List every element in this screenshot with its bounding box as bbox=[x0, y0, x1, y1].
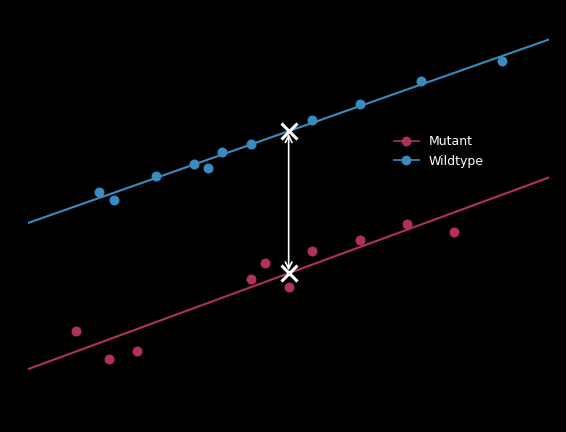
Point bbox=[260, 260, 269, 267]
Point bbox=[104, 355, 113, 362]
Point bbox=[190, 161, 199, 168]
Point bbox=[355, 236, 364, 243]
Point bbox=[450, 228, 459, 235]
Point bbox=[417, 77, 426, 84]
Point bbox=[402, 220, 411, 227]
Legend: Mutant, Wildtype: Mutant, Wildtype bbox=[389, 130, 488, 173]
Point bbox=[246, 141, 255, 148]
Point bbox=[284, 284, 293, 291]
Point bbox=[109, 196, 118, 203]
Point bbox=[152, 172, 161, 179]
Point bbox=[95, 188, 104, 195]
Point bbox=[132, 347, 142, 354]
Point bbox=[71, 327, 80, 334]
Point bbox=[246, 276, 255, 283]
Point bbox=[308, 117, 317, 124]
Point bbox=[355, 101, 364, 108]
Point bbox=[308, 248, 317, 255]
Point bbox=[497, 57, 506, 64]
Point bbox=[204, 165, 213, 172]
Point bbox=[218, 149, 227, 156]
